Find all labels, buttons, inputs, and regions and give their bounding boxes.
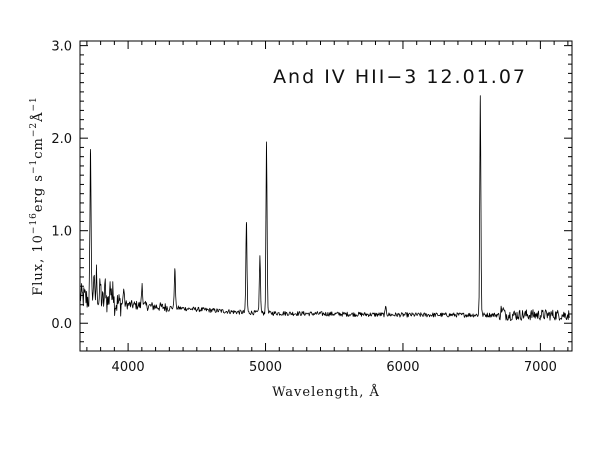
x-axis-label: Wavelength, Å	[272, 384, 380, 400]
y-axis-label-exp4: −1	[29, 96, 39, 111]
y-axis-label-exp1: −16	[29, 212, 39, 234]
x-axis-ticks: 4000 5000 6000 7000	[86, 41, 569, 375]
y-axis-label-mid1: erg s	[31, 174, 46, 212]
y-tick-label: 2.0	[51, 132, 72, 147]
y-axis-label-mid2: cm	[31, 137, 46, 159]
y-axis-label-prefix: Flux, 10	[31, 234, 46, 296]
plot-frame	[79, 40, 573, 352]
chart-annotation: And IV HII−3 12.01.07	[273, 66, 527, 88]
y-axis-label-mid3: Å	[30, 111, 46, 122]
y-axis-ticks: 0.0 1.0 2.0 3.0	[51, 40, 572, 343]
y-tick-label: 1.0	[51, 225, 72, 240]
x-tick-label: 4000	[112, 360, 145, 375]
y-axis-label-exp2: −1	[29, 159, 39, 174]
emission-line-peaks	[91, 96, 504, 310]
x-tick-label: 6000	[386, 360, 419, 375]
y-axis-label-exp3: −2	[29, 122, 39, 137]
y-axis-label: Flux, 10−16erg s−1cm−2Å−1	[29, 96, 46, 296]
y-tick-label: 3.0	[51, 40, 72, 55]
x-tick-label: 7000	[524, 360, 557, 375]
spectrum-series-line	[79, 95, 570, 321]
x-tick-label: 5000	[249, 360, 282, 375]
y-tick-label: 0.0	[51, 317, 72, 332]
